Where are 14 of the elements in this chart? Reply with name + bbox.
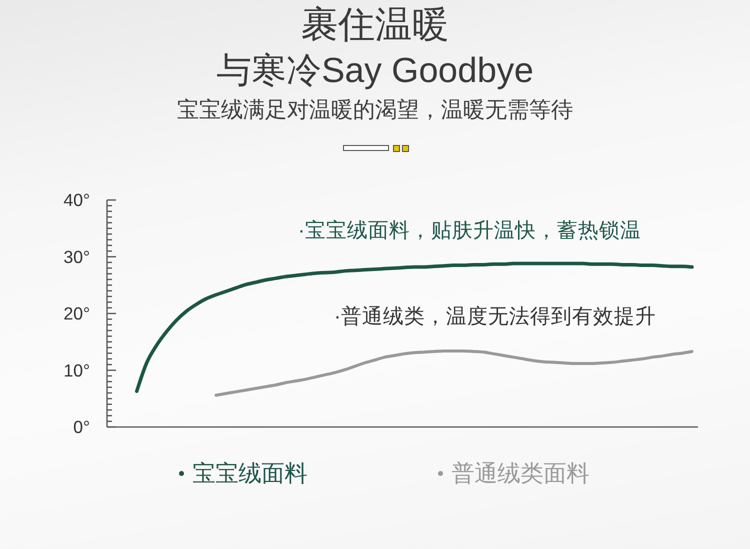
- chart-subtitle: 与寒冷Say Goodbye: [215, 50, 535, 92]
- legend-label: 宝宝绒面料: [192, 459, 308, 488]
- y-tick-label: 40°: [64, 190, 90, 210]
- annotation: ·普通绒类，温度无法得到有效提升: [334, 304, 656, 330]
- y-tick-label: 30°: [64, 246, 90, 267]
- y-tick-label: 0°: [73, 417, 90, 438]
- y-tick-label: 20°: [64, 304, 90, 324]
- line-series: [214, 349, 694, 397]
- line-series: [134, 262, 694, 393]
- text: 宝宝绒满足对温暖的渴望，温暖无需等待: [176, 97, 574, 123]
- y-tick-label: 10°: [64, 360, 90, 380]
- chart-title: 裹住温暖: [300, 3, 450, 47]
- annotation: ·宝宝绒面料，贴肤升温快，蓄热锁温: [298, 218, 641, 244]
- legend-label: 普通绒类面料: [452, 459, 590, 488]
